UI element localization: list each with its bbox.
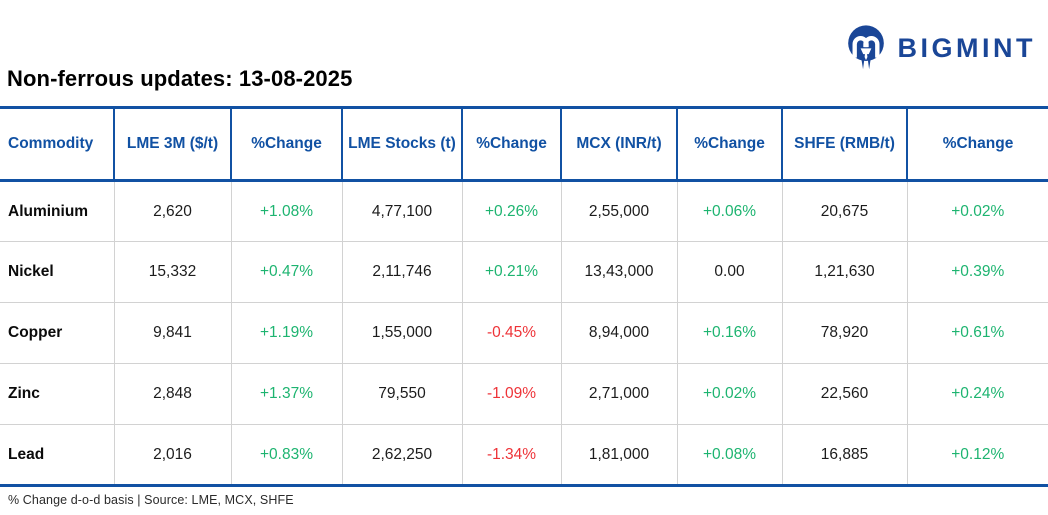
column-header-lme-stocks-change: %Change [461, 106, 561, 182]
column-header-shfe: SHFE (RMB/t) [781, 106, 907, 182]
lme-3m-cell: 2,620 [113, 180, 231, 242]
lme-stocks-change-cell: -1.34% [461, 424, 561, 486]
column-header-shfe-change: %Change [906, 106, 1048, 182]
table-header-row: Commodity LME 3M ($/t) %Change LME Stock… [0, 106, 1048, 182]
mcx-change-cell: 0.00 [676, 241, 782, 303]
shfe-cell: 78,920 [781, 302, 907, 364]
mcx-cell: 2,55,000 [560, 180, 677, 242]
table-row-nickel: Nickel 15,332 +0.47% 2,11,746 +0.21% 13,… [0, 241, 1048, 303]
table-row-zinc: Zinc 2,848 +1.37% 79,550 -1.09% 2,71,000… [0, 363, 1048, 425]
table-row-aluminium: Aluminium 2,620 +1.08% 4,77,100 +0.26% 2… [0, 180, 1048, 242]
brand-name: BIGMINT [897, 32, 1036, 63]
shfe-cell: 22,560 [781, 363, 907, 425]
shfe-change-cell: +0.61% [906, 302, 1048, 364]
column-header-commodity: Commodity [0, 106, 114, 182]
table-row-copper: Copper 9,841 +1.19% 1,55,000 -0.45% 8,94… [0, 302, 1048, 364]
table-row-lead: Lead 2,016 +0.83% 2,62,250 -1.34% 1,81,0… [0, 424, 1048, 486]
shfe-cell: 1,21,630 [781, 241, 907, 303]
mcx-change-cell: +0.08% [676, 424, 782, 486]
lme-stocks-change-cell: +0.21% [461, 241, 561, 303]
commodity-cell: Lead [0, 424, 114, 486]
lme-3m-change-cell: +0.83% [230, 424, 342, 486]
lme-3m-change-cell: +0.47% [230, 241, 342, 303]
commodity-cell: Aluminium [0, 180, 114, 242]
source-note: % Change d-o-d basis | Source: LME, MCX,… [8, 493, 294, 507]
mcx-change-cell: +0.02% [676, 363, 782, 425]
bigmint-logo-icon [847, 25, 884, 70]
mcx-cell: 8,94,000 [560, 302, 677, 364]
shfe-change-cell: +0.12% [906, 424, 1048, 486]
column-header-lme-stocks: LME Stocks (t) [341, 106, 462, 182]
lme-3m-change-cell: +1.08% [230, 180, 342, 242]
shfe-change-cell: +0.24% [906, 363, 1048, 425]
mcx-cell: 2,71,000 [560, 363, 677, 425]
lme-stocks-cell: 79,550 [341, 363, 462, 425]
mcx-change-cell: +0.06% [676, 180, 782, 242]
commodity-cell: Zinc [0, 363, 114, 425]
brand-logo: BIGMINT [846, 24, 1037, 72]
lme-3m-change-cell: +1.19% [230, 302, 342, 364]
column-header-lme-3m: LME 3M ($/t) [113, 106, 231, 182]
column-header-lme-3m-change: %Change [230, 106, 342, 182]
mcx-change-cell: +0.16% [676, 302, 782, 364]
lme-stocks-change-cell: -1.09% [461, 363, 561, 425]
lme-3m-cell: 2,848 [113, 363, 231, 425]
lme-stocks-change-cell: -0.45% [461, 302, 561, 364]
column-header-mcx-change: %Change [676, 106, 782, 182]
page-title: Non-ferrous updates: 13-08-2025 [7, 66, 353, 91]
shfe-change-cell: +0.02% [906, 180, 1048, 242]
commodity-table: Commodity LME 3M ($/t) %Change LME Stock… [0, 106, 1048, 487]
lme-3m-cell: 15,332 [113, 241, 231, 303]
shfe-cell: 20,675 [781, 180, 907, 242]
mcx-cell: 13,43,000 [560, 241, 677, 303]
lme-stocks-cell: 2,62,250 [341, 424, 462, 486]
lme-3m-cell: 2,016 [113, 424, 231, 486]
lme-3m-change-cell: +1.37% [230, 363, 342, 425]
lme-stocks-cell: 4,77,100 [341, 180, 462, 242]
shfe-cell: 16,885 [781, 424, 907, 486]
lme-stocks-cell: 2,11,746 [341, 241, 462, 303]
shfe-change-cell: +0.39% [906, 241, 1048, 303]
commodity-cell: Copper [0, 302, 114, 364]
lme-stocks-change-cell: +0.26% [461, 180, 561, 242]
lme-3m-cell: 9,841 [113, 302, 231, 364]
mcx-cell: 1,81,000 [560, 424, 677, 486]
column-header-mcx: MCX (INR/t) [560, 106, 677, 182]
lme-stocks-cell: 1,55,000 [341, 302, 462, 364]
commodity-cell: Nickel [0, 241, 114, 303]
